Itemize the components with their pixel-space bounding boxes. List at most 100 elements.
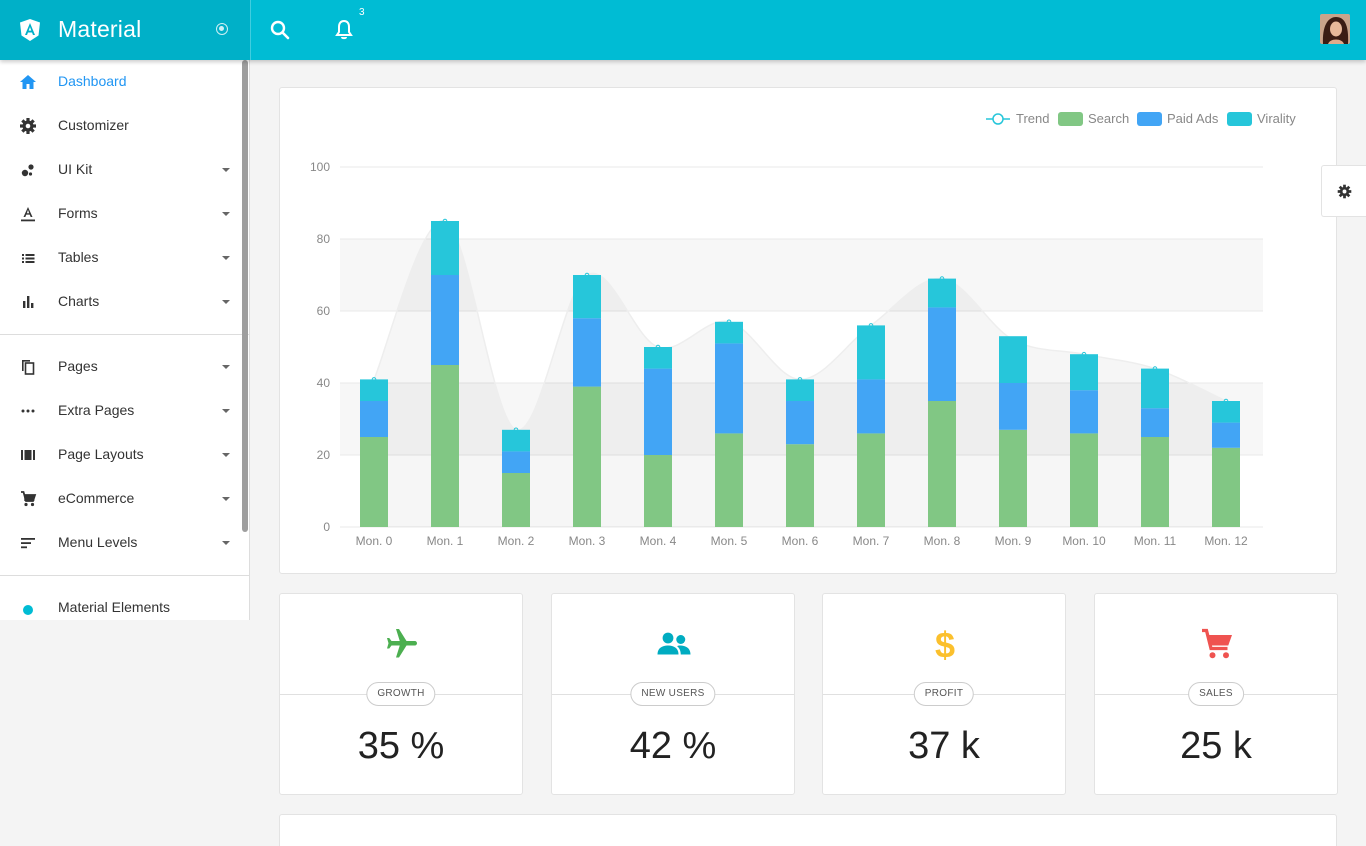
divider <box>250 0 251 60</box>
legend-label: Trend <box>1016 111 1049 126</box>
grid-band <box>340 239 1263 311</box>
y-tick-label: 80 <box>317 232 331 246</box>
legend-swatch <box>1058 112 1083 126</box>
x-tick-label: Mon. 5 <box>711 534 748 548</box>
sidebar-item-ui-kit[interactable]: UI Kit <box>0 148 240 192</box>
cart-icon <box>21 491 37 507</box>
sidebar-item-forms[interactable]: Forms <box>0 192 240 236</box>
bar-virality <box>786 379 814 401</box>
chevron-down-icon <box>222 168 230 172</box>
trend-point <box>655 344 661 350</box>
sidebar-item-label: UI Kit <box>58 161 93 177</box>
bar-virality <box>573 275 601 319</box>
x-tick-label: Mon. 12 <box>1204 534 1248 548</box>
top-bar: Material 3 <box>0 0 1366 60</box>
home-icon <box>20 75 36 89</box>
svg-text:$: $ <box>935 626 955 662</box>
notification-bell-icon[interactable] <box>332 18 356 42</box>
stat-label: NEW USERS <box>630 682 716 706</box>
stacked-bar-chart: 0 20 40 60 80 100 Mon. 0 Mon. 1 Mon. 2 Mon. 3 Mon.… <box>310 111 1296 548</box>
bar-virality <box>1212 401 1240 423</box>
settings-panel-toggle[interactable] <box>1321 165 1366 217</box>
stat-value: 37 k <box>908 725 980 767</box>
user-avatar[interactable] <box>1320 14 1350 44</box>
legend-swatch <box>1137 112 1162 126</box>
y-tick-label: 100 <box>310 160 330 174</box>
notification-count: 3 <box>359 7 365 18</box>
sidebar-item-label: Customizer <box>58 117 129 133</box>
bar-paid-ads <box>360 401 388 437</box>
y-tick-label: 40 <box>317 376 331 390</box>
sidebar-item-label: Charts <box>58 293 100 309</box>
bar-paid-ads <box>431 275 459 365</box>
brand: Material <box>0 0 250 60</box>
x-tick-label: Mon. 9 <box>995 534 1032 548</box>
bar-virality <box>999 336 1027 383</box>
legend-label: Paid Ads <box>1167 111 1219 126</box>
sidebar-item-label: Pages <box>58 358 98 374</box>
bar-paid-ads <box>1070 390 1098 434</box>
x-tick-label: Mon. 8 <box>924 534 961 548</box>
sidebar-item-label: Material Elements <box>58 599 171 615</box>
sidebar-item-label: Extra Pages <box>58 402 135 418</box>
sidebar-item-charts[interactable]: Charts <box>0 280 240 324</box>
x-tick-label: Mon. 2 <box>498 534 535 548</box>
bar-search <box>644 455 672 527</box>
bar-virality <box>715 321 743 344</box>
stat-label: PROFIT <box>913 682 975 706</box>
stat-label: GROWTH <box>366 682 436 706</box>
more-horiz-icon <box>21 409 35 413</box>
trend-point <box>442 218 448 224</box>
stat-card-sales: SALES 25 k <box>1094 593 1338 795</box>
sidebar-scrollbar[interactable] <box>242 60 248 532</box>
chevron-down-icon <box>222 256 230 260</box>
x-tick-label: Mon. 1 <box>427 534 464 548</box>
trend-point <box>939 276 945 281</box>
content-card <box>279 814 1337 846</box>
sidebar-item-dashboard[interactable]: Dashboard <box>0 60 240 104</box>
bar-search <box>715 433 743 527</box>
sidebar-item-label: Tables <box>58 249 99 265</box>
cart-icon <box>1202 628 1232 659</box>
bar-paid-ads <box>1141 408 1169 437</box>
legend-label: Virality <box>1257 111 1296 126</box>
bar-paid-ads <box>1212 422 1240 448</box>
bar-paid-ads <box>999 383 1027 430</box>
bar-search <box>1070 433 1098 527</box>
sidebar-item-menu-levels[interactable]: Menu Levels <box>0 521 240 565</box>
trend-point <box>797 377 803 382</box>
sidebar-item-material-elements[interactable]: Material Elements <box>0 586 240 620</box>
gear-icon <box>20 118 36 134</box>
bar-search <box>502 473 530 527</box>
divider <box>0 334 249 335</box>
sidebar-item-page-layouts[interactable]: Page Layouts <box>0 433 240 477</box>
bar-search <box>431 365 459 527</box>
sidebar-item-ecommerce[interactable]: eCommerce <box>0 477 240 521</box>
copy-icon <box>22 360 35 375</box>
chevron-down-icon <box>222 409 230 413</box>
x-tick-label: Mon. 0 <box>356 534 393 548</box>
chevron-down-icon <box>222 365 230 369</box>
search-icon[interactable] <box>268 18 292 42</box>
brand-title: Material <box>58 16 142 42</box>
bar-virality <box>644 347 672 369</box>
bar-search <box>573 386 601 527</box>
people-icon <box>657 632 691 655</box>
sidebar-toggle-icon[interactable] <box>216 23 228 35</box>
trend-point <box>513 427 519 433</box>
bar-search <box>1141 437 1169 527</box>
sidebar-item-pages[interactable]: Pages <box>0 345 240 389</box>
bar-paid-ads <box>502 451 530 473</box>
sidebar-item-customizer[interactable]: Customizer <box>0 104 240 148</box>
bar-paid-ads <box>644 368 672 455</box>
trend-point <box>868 323 874 328</box>
bar-paid-ads <box>715 343 743 434</box>
sidebar-item-label: Dashboard <box>58 73 127 89</box>
bar-virality <box>857 325 885 380</box>
stat-label: SALES <box>1188 682 1244 706</box>
list-icon <box>22 254 35 263</box>
x-tick-label: Mon. 4 <box>640 534 677 548</box>
bar-search <box>1212 447 1240 527</box>
sidebar-item-extra-pages[interactable]: Extra Pages <box>0 389 240 433</box>
sidebar-item-tables[interactable]: Tables <box>0 236 240 280</box>
